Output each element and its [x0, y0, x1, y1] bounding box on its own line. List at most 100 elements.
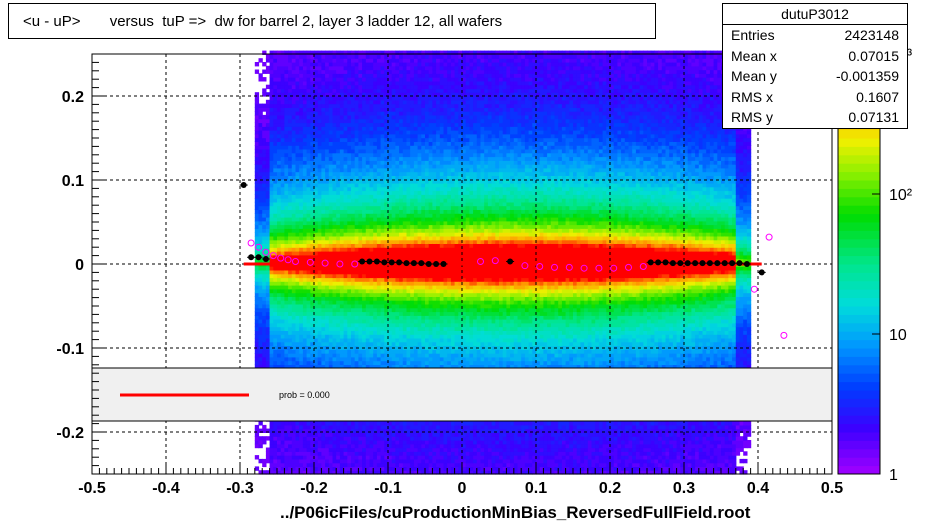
heatmap-cell — [325, 80, 330, 86]
heatmap-cell — [362, 266, 367, 271]
heatmap-cell — [332, 175, 337, 180]
heatmap-cell — [254, 167, 260, 173]
heatmap-cell — [273, 235, 278, 241]
heatmap-cell — [314, 443, 319, 449]
heatmap-cell — [354, 424, 359, 430]
heatmap-cell — [273, 247, 278, 252]
heatmap-cell — [306, 455, 311, 460]
heatmap-cell — [406, 179, 411, 184]
heatmap-cell — [317, 130, 322, 135]
heatmap-cell — [336, 156, 341, 161]
heatmap-cell — [343, 65, 348, 71]
heatmap-cell — [347, 88, 352, 93]
heatmap-cell — [280, 451, 285, 456]
heatmap-cell — [354, 73, 359, 78]
heatmap-cell — [395, 103, 400, 108]
heatmap-cell — [314, 315, 319, 320]
heatmap-cell — [343, 50, 348, 55]
heatmap-cell — [295, 228, 300, 233]
heatmap-cell — [277, 315, 282, 320]
heatmap-cell — [291, 228, 297, 233]
heatmap-cell — [314, 92, 319, 97]
heatmap-cell — [417, 356, 422, 362]
heatmap-cell — [306, 288, 311, 294]
heatmap-cell — [302, 273, 308, 279]
heatmap-cell — [254, 96, 260, 101]
heatmap-cell — [369, 319, 374, 324]
heatmap-cell — [391, 458, 396, 464]
heatmap-cell — [410, 266, 415, 271]
heatmap-cell — [295, 360, 300, 365]
heatmap-cell — [347, 345, 352, 350]
heatmap-cell — [284, 447, 289, 452]
heatmap-cell — [421, 466, 426, 471]
heatmap-cell — [376, 266, 382, 271]
heatmap-cell — [262, 364, 267, 369]
heatmap-cell — [321, 194, 326, 199]
heatmap-cell — [321, 364, 326, 369]
heatmap-cell — [391, 470, 396, 475]
heatmap-cell — [280, 205, 285, 210]
heatmap-cell — [376, 424, 382, 430]
heatmap-cell — [388, 137, 393, 142]
heatmap-cell — [295, 349, 300, 354]
heatmap-cell — [302, 84, 308, 90]
heatmap-cell — [332, 228, 337, 233]
heatmap-cell — [421, 451, 426, 456]
heatmap-cell — [295, 277, 300, 282]
heatmap-cell — [395, 194, 400, 199]
heatmap-cell — [273, 440, 278, 445]
heatmap-cell — [391, 88, 396, 93]
heatmap-cell — [336, 114, 341, 120]
heatmap-cell — [402, 296, 408, 301]
heatmap-cell — [347, 179, 352, 184]
heatmap-cell — [339, 65, 345, 71]
heatmap-cell — [328, 432, 334, 437]
heatmap-cell — [347, 50, 352, 55]
heatmap-cell — [291, 436, 297, 441]
heatmap-cell — [369, 277, 374, 282]
heatmap-cell — [336, 141, 341, 146]
heatmap-cell — [288, 349, 293, 354]
heatmap-cell — [380, 281, 385, 286]
heatmap-cell — [343, 466, 348, 471]
heatmap-cell — [269, 111, 274, 116]
heatmap-cell — [265, 122, 271, 127]
heatmap-cell — [413, 99, 419, 105]
heatmap-cell — [269, 341, 274, 347]
heatmap-cell — [362, 326, 367, 331]
heatmap-cell — [314, 341, 319, 347]
heatmap-cell — [325, 447, 330, 452]
heatmap-cell — [399, 326, 404, 331]
heatmap-cell — [399, 288, 404, 294]
heatmap-cell — [325, 356, 330, 362]
heatmap-cell — [339, 273, 345, 279]
heatmap-cell — [262, 285, 267, 290]
heatmap-cell — [328, 114, 334, 120]
heatmap-cell — [262, 92, 267, 97]
heatmap-cell — [351, 99, 356, 105]
heatmap-cell — [351, 69, 356, 74]
heatmap-cell — [343, 62, 348, 67]
heatmap-cell — [417, 152, 422, 158]
heatmap-cell — [262, 251, 267, 256]
heatmap-cell — [258, 130, 263, 135]
heatmap-cell — [369, 186, 374, 192]
heatmap-cell — [262, 360, 267, 365]
heatmap-cell — [406, 205, 411, 210]
heatmap-cell — [351, 462, 356, 468]
heatmap-cell — [321, 122, 326, 127]
heatmap-cell — [310, 182, 315, 188]
heatmap-cell — [376, 217, 382, 222]
heatmap-cell — [269, 179, 274, 184]
heatmap-cell — [399, 228, 404, 233]
heatmap-cell — [339, 254, 345, 260]
heatmap-cell — [343, 58, 348, 63]
heatmap-cell — [299, 209, 304, 214]
heatmap-cell — [351, 292, 356, 297]
heatmap-cell — [254, 171, 260, 176]
heatmap-cell — [277, 251, 282, 256]
heatmap-cell — [421, 470, 426, 475]
heatmap-cell — [284, 330, 289, 335]
heatmap-cell — [402, 198, 408, 203]
